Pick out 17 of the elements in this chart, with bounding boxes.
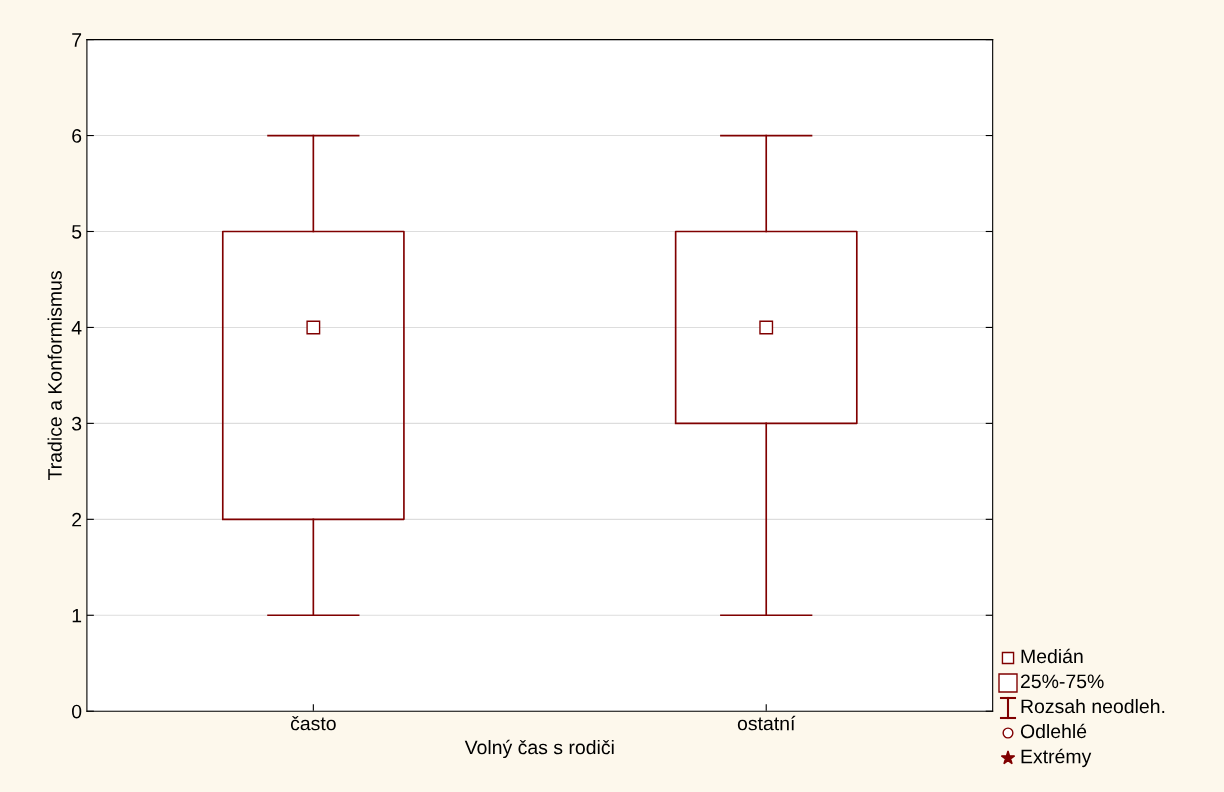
y-tick-label: 1 <box>72 608 82 623</box>
x-tick-label: ostatní <box>737 715 796 731</box>
text: Rozsah neodleh. <box>1021 698 1165 714</box>
text: Extrémy <box>1021 748 1092 768</box>
y-axis-title: Tradice a Konformismus <box>47 271 62 480</box>
x-axis-title: Volný čas s rodiči <box>464 739 614 759</box>
text: 25%-75% <box>1020 674 1104 689</box>
y-tick-label: 0 <box>71 704 82 719</box>
x-tick-label: často <box>290 716 336 731</box>
y-tick-label: 6 <box>72 129 82 143</box>
y-tick-label: 4 <box>71 321 82 335</box>
y-tick-label: 5 <box>72 225 82 239</box>
text: Medián <box>1021 648 1083 664</box>
y-tick-label: 3 <box>71 416 82 431</box>
y-tick-label: 2 <box>72 512 82 527</box>
text: Odlehlé <box>1020 723 1087 739</box>
y-tick-label: 7 <box>72 33 82 47</box>
